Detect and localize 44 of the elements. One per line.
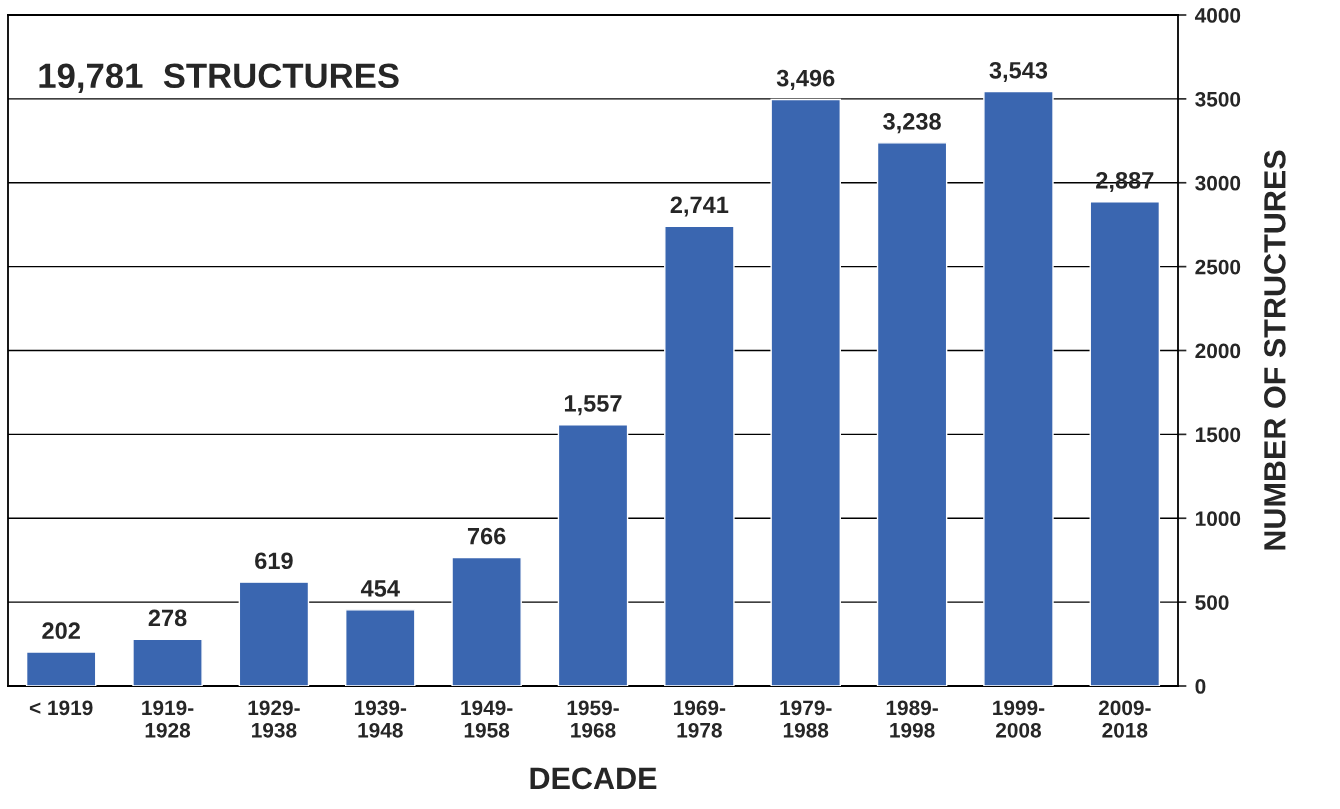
- bar: [664, 225, 735, 686]
- x-tick-label: 1919- 1928: [142, 700, 194, 738]
- data-label: 3,496: [776, 69, 835, 90]
- data-label: 2,741: [670, 196, 729, 217]
- x-tick-label: < 1919: [29, 700, 93, 716]
- bar: [238, 581, 310, 686]
- x-tick-label: 2009- 2018: [1098, 700, 1151, 738]
- y-tick-label: 0: [1195, 679, 1206, 694]
- data-label: 278: [148, 609, 187, 627]
- bar: [770, 98, 841, 686]
- bar: [25, 651, 97, 686]
- data-label: 619: [255, 552, 293, 570]
- bar: [983, 90, 1054, 686]
- x-tick-label: 1939- 1948: [354, 700, 407, 738]
- bar: [557, 424, 629, 686]
- y-tick-label: 3500: [1195, 91, 1241, 107]
- bar: [132, 638, 203, 686]
- y-axis-title: NUMBER OF STRUCTURES: [1264, 150, 1286, 550]
- bar: [345, 609, 416, 686]
- y-tick-label: 3000: [1195, 175, 1241, 191]
- data-label: 3,238: [883, 113, 941, 134]
- bar: [451, 556, 522, 686]
- data-label: 202: [42, 622, 80, 640]
- data-label: 454: [360, 580, 400, 597]
- y-tick-label: 2500: [1195, 259, 1241, 275]
- y-tick-label: 500: [1195, 595, 1229, 610]
- data-label: 766: [467, 527, 506, 545]
- bar: [876, 142, 948, 686]
- data-label: 1,557: [564, 395, 622, 416]
- x-axis-title: DECADE: [530, 767, 657, 790]
- x-tick-label: 1959- 1968: [567, 700, 619, 738]
- data-label: 3,543: [989, 61, 1048, 83]
- x-tick-label: 1969- 1978: [674, 700, 726, 738]
- y-tick-label: 4000: [1194, 8, 1241, 23]
- x-tick-label: 1999- 2008: [993, 700, 1045, 738]
- y-tick-label: 2000: [1195, 343, 1241, 359]
- text: 19,781 STRUCTURES: [39, 63, 399, 94]
- y-tick-label: 1000: [1195, 511, 1241, 526]
- y-tick-label: 1500: [1195, 427, 1241, 443]
- x-tick-label: 1929- 1938: [248, 700, 300, 738]
- x-tick-label: 1949- 1958: [461, 700, 513, 738]
- x-tick-label: 1979- 1988: [780, 700, 832, 738]
- x-tick-label: 1989- 1998: [886, 700, 938, 738]
- bar: [1089, 201, 1161, 686]
